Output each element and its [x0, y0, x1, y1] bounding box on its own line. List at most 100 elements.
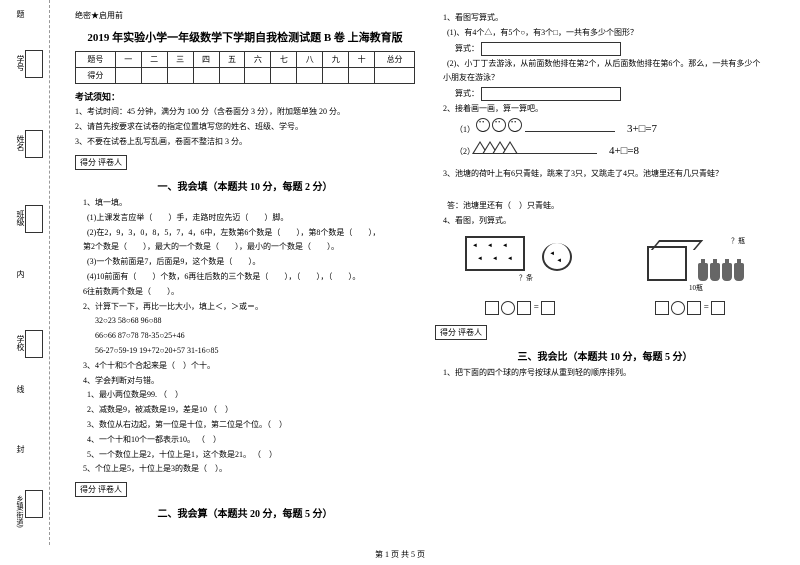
score-table: 题号 一 二 三 四 五 六 七 八 九 十 总分 得分	[75, 51, 415, 84]
fish-group: ◄ ◄ ◄ ◄ ◄ ◄ ◄ ◄ ？条	[465, 236, 587, 293]
equation-row: 66○66 87○78 78-35○25+46	[95, 330, 415, 343]
sub-question: 6往前数两个数是（ ）。	[83, 286, 415, 299]
table-cell[interactable]	[193, 68, 219, 84]
table-cell[interactable]	[245, 68, 271, 84]
table-cell[interactable]	[375, 68, 415, 84]
margin-label: 题	[15, 10, 26, 18]
answer-box[interactable]	[481, 87, 621, 101]
notice-title: 考试须知：	[75, 90, 415, 103]
face-icon	[508, 118, 522, 132]
operand-box[interactable]	[485, 301, 499, 315]
table-row: 得分	[76, 68, 415, 84]
page-container: 题 学号 姓名 班级 内 学校 线 封 乡镇(街道) 绝密★启用前 2019 年…	[0, 0, 800, 545]
sub-question: (2)在2，9，3，0，8，5，7，4，6中，左数第6个数是（ ），第8个数是（…	[87, 227, 415, 240]
result-box[interactable]	[541, 301, 555, 315]
operator-circle[interactable]	[501, 301, 515, 315]
operand-box[interactable]	[655, 301, 669, 315]
triangle-icon	[502, 141, 518, 154]
margin-label: 线	[15, 385, 26, 393]
margin-field-box	[25, 490, 43, 518]
calc-line: 算式：	[455, 87, 775, 101]
judge-item: 3、数位从右边起，第一位是十位，第二位是个位。（ ）	[87, 419, 415, 432]
table-cell: 得分	[76, 68, 116, 84]
equation: 4+□=8	[609, 145, 639, 157]
answer-line: 答：池塘里还有（ ）只青蛙。	[447, 200, 775, 213]
question: 2、计算下一下，再比一比大小，填上＜，＞或＝。	[83, 301, 415, 314]
margin-field-box	[25, 50, 43, 78]
table-header: 九	[323, 52, 349, 68]
face-icon	[492, 118, 506, 132]
operand-box[interactable]	[687, 301, 701, 315]
sub-question: (1)、有4个△，有5个○，有3个□，一共有多少个图形？	[447, 27, 775, 40]
margin-label: 内	[15, 270, 26, 278]
margin-field-box	[25, 205, 43, 233]
equation-row: 32○23 58○68 96○88	[95, 315, 415, 328]
sub-question: (2)、小丁丁去游泳，从前面数他排在第2个，从后面数他排在第6个。那么，一共有多…	[447, 58, 775, 71]
bottle-group: ？瓶 10瓶	[647, 236, 745, 293]
score-box: 得分 评卷人	[75, 155, 127, 170]
score-box: 得分 评卷人	[435, 325, 487, 340]
question: 5、个位上是5，十位上是3的数是（ ）。	[83, 463, 415, 476]
equation-boxes: =	[655, 301, 725, 315]
sub-question: 小朋友在游泳？	[443, 72, 775, 85]
bottle-icon	[734, 263, 744, 281]
question: 1、填一填。	[83, 197, 415, 210]
right-column: 1、看图写算式。 (1)、有4个△，有5个○，有3个□，一共有多少个图形？ 算式…	[425, 10, 785, 535]
result-box[interactable]	[711, 301, 725, 315]
notice-item: 1、考试时间：45 分钟，满分为 100 分（含卷面分 3 分），附加题单独 2…	[75, 106, 415, 118]
fish-bowl-icon: ◄ ◄	[542, 243, 572, 271]
bottle-icon	[710, 263, 720, 281]
table-cell[interactable]	[219, 68, 245, 84]
part-title: 三、我会比（本题共 10 分，每题 5 分）	[435, 348, 775, 363]
fish-icon: ◄	[556, 258, 562, 264]
equation-row: 56-27○59-19 19+72○20+57 31-16○85	[95, 345, 415, 358]
table-header: 一	[115, 52, 141, 68]
fish-icon: ◄	[487, 243, 493, 249]
table-cell[interactable]	[271, 68, 297, 84]
operator-circle[interactable]	[671, 301, 685, 315]
score-box: 得分 评卷人	[75, 482, 127, 497]
bottle-icon	[698, 263, 708, 281]
margin-field-box	[25, 130, 43, 158]
fish-icon: ◄	[472, 243, 478, 249]
question: 1、把下面的四个球的序号按球从重到轻的顺序排列。	[443, 367, 775, 380]
calc-line: 算式：	[455, 42, 775, 56]
bottle-icon	[722, 263, 732, 281]
table-cell[interactable]	[323, 68, 349, 84]
table-header: 总分	[375, 52, 415, 68]
question: 4、看图，列算式。	[443, 215, 775, 228]
judge-item: 5、一个数位上是2，十位上是1，这个数是21。 （ ）	[87, 449, 415, 462]
sub-question: (1)上课发言应举（ ）手，走路时应先迈（ ）脚。	[87, 212, 415, 225]
equation: 3+□=7	[627, 123, 657, 135]
draw-blank[interactable]	[525, 122, 615, 132]
answer-box[interactable]	[481, 42, 621, 56]
margin-label: 乡镇(街道)	[15, 495, 25, 528]
calc-label: 算式：	[455, 89, 479, 98]
notice-item: 3、不要在试卷上乱写乱画，卷面不整洁扣 3 分。	[75, 136, 415, 148]
sub-question: (3)一个数前面是7，后面是9，这个数是（ ）。	[87, 256, 415, 269]
binding-margin: 题 学号 姓名 班级 内 学校 线 封 乡镇(街道)	[0, 0, 50, 545]
judge-item: 4、一个十和10个一都表示10。 （ ）	[87, 434, 415, 447]
draw-blank[interactable]	[517, 144, 597, 154]
judge-item: 2、减数是9，被减数是19，差是10 （ ）	[87, 404, 415, 417]
operand-box[interactable]	[517, 301, 531, 315]
table-cell[interactable]	[167, 68, 193, 84]
cube-icon	[647, 246, 687, 281]
table-cell[interactable]	[141, 68, 167, 84]
table-row: 题号 一 二 三 四 五 六 七 八 九 十 总分	[76, 52, 415, 68]
draw-row: （2） 4+□=8	[455, 141, 775, 161]
table-header: 五	[219, 52, 245, 68]
fish-icon: ◄	[507, 256, 513, 262]
table-cell[interactable]	[297, 68, 323, 84]
table-cell[interactable]	[115, 68, 141, 84]
fish-icon: ◄	[492, 256, 498, 262]
table-cell[interactable]	[349, 68, 375, 84]
question: 3、池塘的荷叶上有6只青蛙，跳来了3只，又跳走了4只。池塘里还有几只青蛙？	[443, 168, 775, 181]
page-footer: 第 1 页 共 5 页	[0, 549, 800, 560]
fish-icon: ◄	[502, 243, 508, 249]
table-header: 六	[245, 52, 271, 68]
part-title: 二、我会算（本题共 20 分，每题 5 分）	[75, 505, 415, 520]
bottle-count-label: 10瓶	[647, 283, 745, 293]
table-header: 八	[297, 52, 323, 68]
notice-item: 2、请首先按要求在试卷的指定位置填写您的姓名、班级、学号。	[75, 121, 415, 133]
